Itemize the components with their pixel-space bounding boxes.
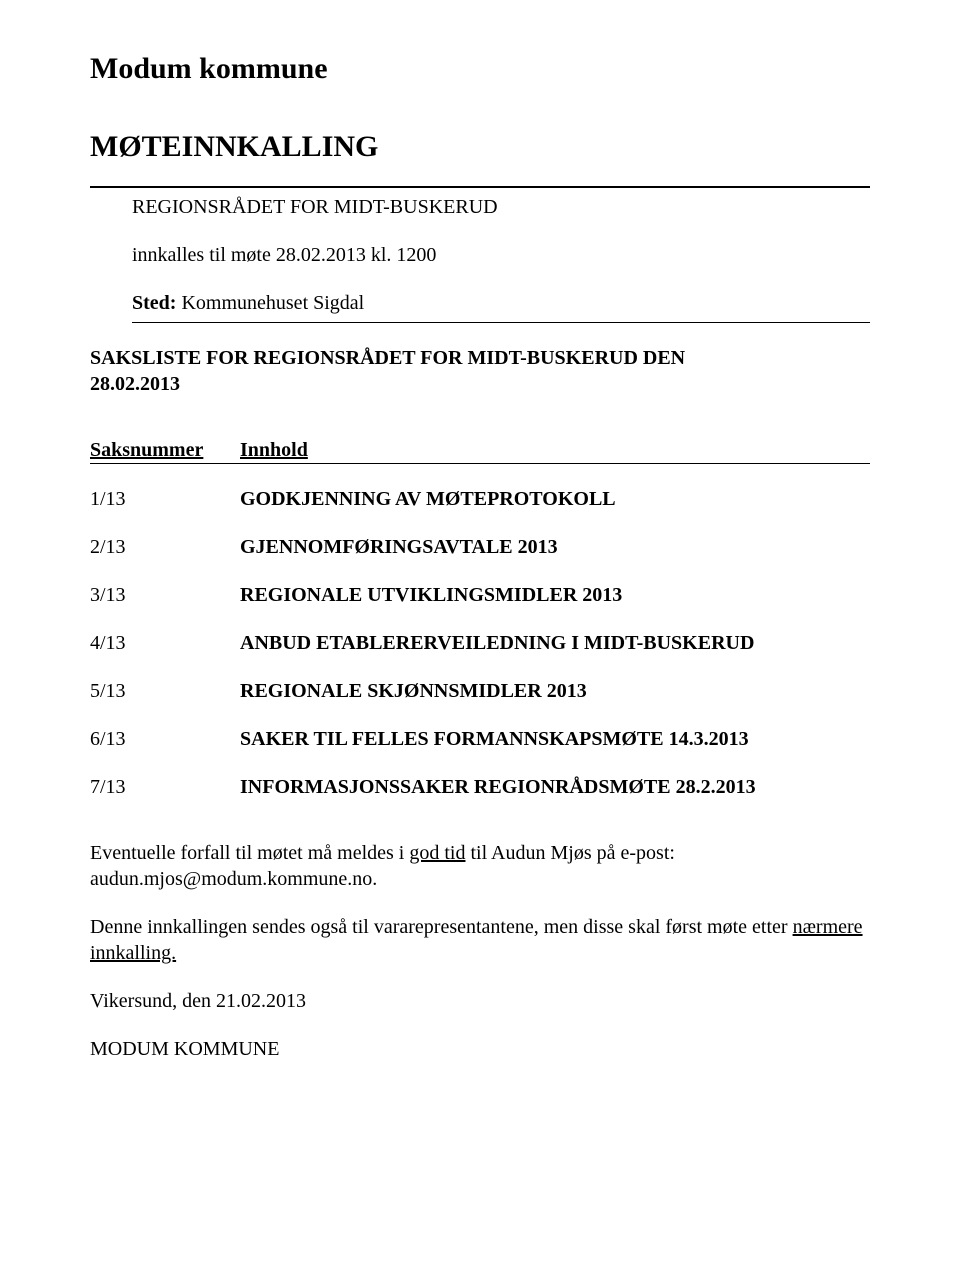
place-colon: : [170, 292, 182, 314]
forfall-pre: Eventuelle forfall til møtet må meldes i [90, 842, 409, 864]
agenda-num: 1/13 [90, 486, 240, 512]
rule-top [90, 186, 870, 188]
agenda-title-line2: 28.02.2013 [90, 373, 180, 395]
header-col-innhold: Innhold [240, 437, 870, 463]
agenda-num: 2/13 [90, 534, 240, 560]
board-name: REGIONSRÅDET FOR MIDT-BUSKERUD [132, 194, 870, 220]
table-header-row: Saksnummer Innhold [90, 437, 870, 464]
agenda-row: 3/13 REGIONALE UTVIKLINGSMIDLER 2013 [90, 582, 870, 608]
agenda-row: 4/13 ANBUD ETABLERERVEILEDNING I MIDT-BU… [90, 630, 870, 656]
agenda-text: ANBUD ETABLERERVEILEDNING I MIDT-BUSKERU… [240, 630, 870, 656]
agenda-row: 6/13 SAKER TIL FELLES FORMANNSKAPSMØTE 1… [90, 726, 870, 752]
meeting-info-block: REGIONSRÅDET FOR MIDT-BUSKERUD innkalles… [90, 194, 870, 323]
agenda-text: GODKJENNING AV MØTEPROTOKOLL [240, 486, 870, 512]
agenda-num: 6/13 [90, 726, 240, 752]
forfall-underline: god tid [409, 842, 465, 864]
agenda-num: 3/13 [90, 582, 240, 608]
document-heading: MØTEINNKALLING [90, 130, 870, 164]
footer-org: MODUM KOMMUNE [90, 1036, 870, 1062]
agenda-title: SAKSLISTE FOR REGIONSRÅDET FOR MIDT-BUSK… [90, 345, 870, 397]
agenda-row: 2/13 GJENNOMFØRINGSAVTALE 2013 [90, 534, 870, 560]
agenda-row: 5/13 REGIONALE SKJØNNSMIDLER 2013 [90, 678, 870, 704]
called-date: 28.02.2013 kl. 1200 [276, 244, 437, 266]
note-pre: Denne innkallingen sendes også til varar… [90, 916, 793, 938]
called-prefix: innkalles til møte [132, 244, 276, 266]
agenda-row: 7/13 INFORMASJONSSAKER REGIONRÅDSMØTE 28… [90, 774, 870, 800]
date-line: Vikersund, den 21.02.2013 [90, 988, 870, 1014]
agenda-title-line1: SAKSLISTE FOR REGIONSRÅDET FOR MIDT-BUSK… [90, 347, 685, 369]
agenda-text: SAKER TIL FELLES FORMANNSKAPSMØTE 14.3.2… [240, 726, 870, 752]
agenda-text: REGIONALE UTVIKLINGSMIDLER 2013 [240, 582, 870, 608]
note-paragraph: Denne innkallingen sendes også til varar… [90, 914, 870, 966]
org-title: Modum kommune [90, 52, 870, 86]
agenda-num: 5/13 [90, 678, 240, 704]
agenda-row: 1/13 GODKJENNING AV MØTEPROTOKOLL [90, 486, 870, 512]
forfall-paragraph: Eventuelle forfall til møtet må meldes i… [90, 840, 870, 892]
place-value: Kommunehuset Sigdal [181, 292, 364, 314]
agenda-text: REGIONALE SKJØNNSMIDLER 2013 [240, 678, 870, 704]
place-line: Sted: Kommunehuset Sigdal [132, 290, 870, 323]
place-label: Sted [132, 292, 170, 314]
agenda-num: 7/13 [90, 774, 240, 800]
agenda-num: 4/13 [90, 630, 240, 656]
called-line: innkalles til møte 28.02.2013 kl. 1200 [132, 242, 870, 268]
agenda-text: INFORMASJONSSAKER REGIONRÅDSMØTE 28.2.20… [240, 774, 870, 800]
agenda-text: GJENNOMFØRINGSAVTALE 2013 [240, 534, 870, 560]
header-col-saksnummer: Saksnummer [90, 437, 240, 463]
